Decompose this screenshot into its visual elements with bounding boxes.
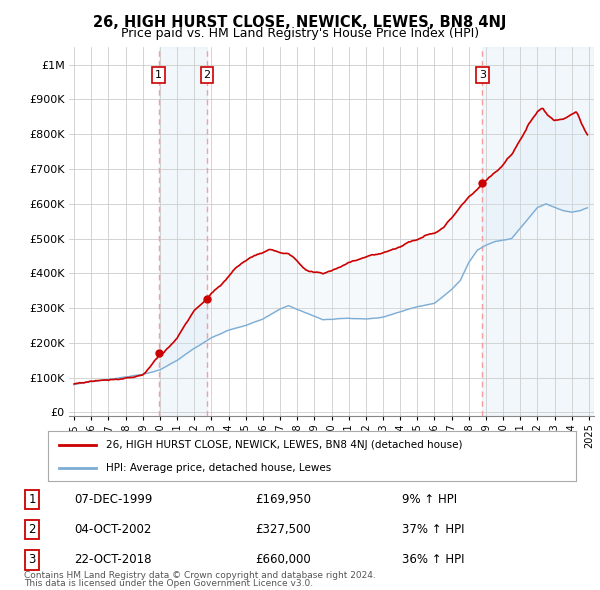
Text: 04-OCT-2002: 04-OCT-2002: [74, 523, 152, 536]
Text: HPI: Average price, detached house, Lewes: HPI: Average price, detached house, Lewe…: [106, 463, 331, 473]
Text: 9% ↑ HPI: 9% ↑ HPI: [401, 493, 457, 506]
Text: 26, HIGH HURST CLOSE, NEWICK, LEWES, BN8 4NJ (detached house): 26, HIGH HURST CLOSE, NEWICK, LEWES, BN8…: [106, 440, 463, 450]
Text: £660,000: £660,000: [255, 553, 311, 566]
Text: 3: 3: [479, 70, 486, 80]
Text: 1: 1: [155, 70, 162, 80]
Text: 1: 1: [28, 493, 36, 506]
Text: This data is licensed under the Open Government Licence v3.0.: This data is licensed under the Open Gov…: [24, 579, 313, 588]
Bar: [482, 47, 594, 416]
Text: 2: 2: [28, 523, 36, 536]
Text: 3: 3: [28, 553, 36, 566]
Text: £169,950: £169,950: [255, 493, 311, 506]
Text: Price paid vs. HM Land Registry's House Price Index (HPI): Price paid vs. HM Land Registry's House …: [121, 27, 479, 40]
Text: 2: 2: [203, 70, 211, 80]
Text: 22-OCT-2018: 22-OCT-2018: [74, 553, 152, 566]
Text: 36% ↑ HPI: 36% ↑ HPI: [401, 553, 464, 566]
Text: £327,500: £327,500: [255, 523, 311, 536]
Text: 07-DEC-1999: 07-DEC-1999: [74, 493, 153, 506]
Text: 26, HIGH HURST CLOSE, NEWICK, LEWES, BN8 4NJ: 26, HIGH HURST CLOSE, NEWICK, LEWES, BN8…: [94, 15, 506, 30]
Bar: [158, 47, 207, 416]
Text: Contains HM Land Registry data © Crown copyright and database right 2024.: Contains HM Land Registry data © Crown c…: [24, 571, 376, 580]
Text: 37% ↑ HPI: 37% ↑ HPI: [401, 523, 464, 536]
